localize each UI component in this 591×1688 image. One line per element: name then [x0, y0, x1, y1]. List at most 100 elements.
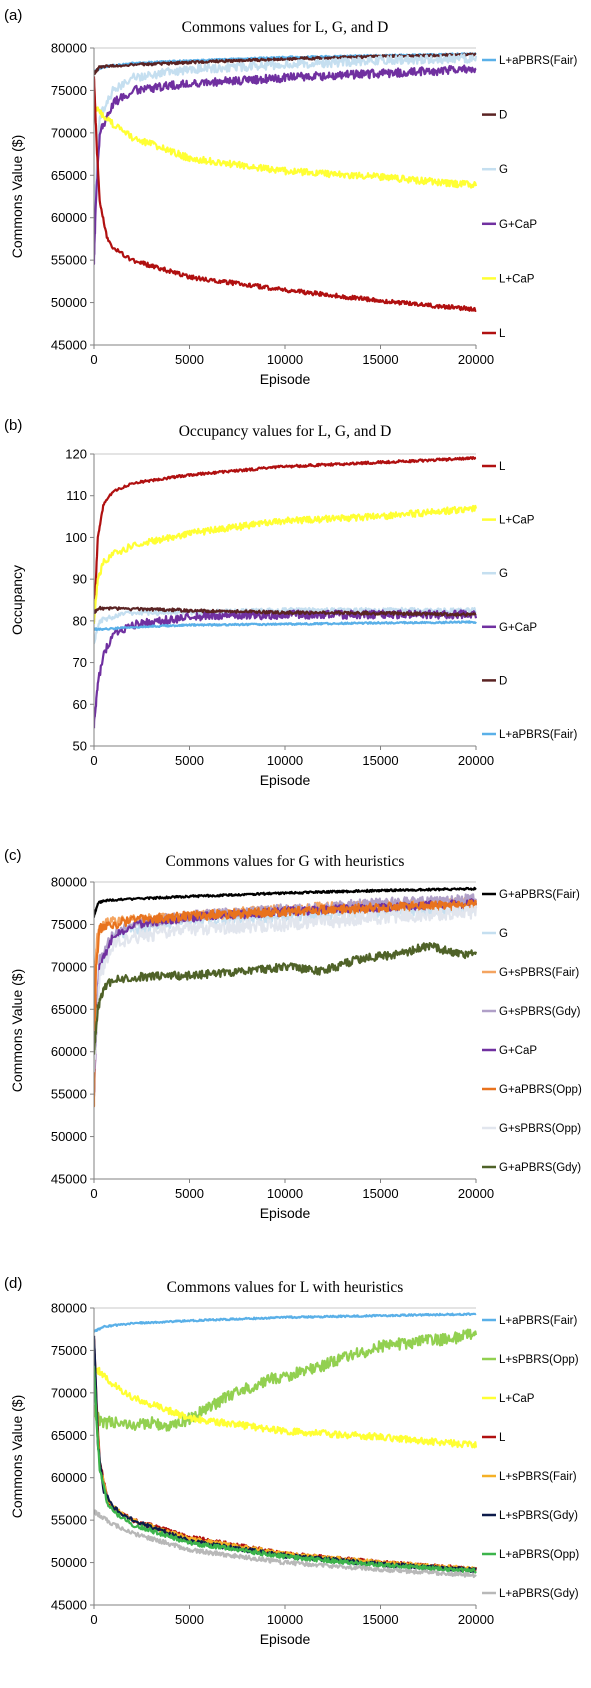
x-tick-label: 15000	[362, 1186, 398, 1201]
y-tick-label: 110	[66, 488, 87, 503]
legend: L+aPBRS(Fair) D G G+CaP L+CaP L	[482, 55, 577, 340]
legend-label-l-apbrs-fair: L+aPBRS(Fair)	[499, 729, 577, 741]
series-line-g-cap	[94, 64, 477, 265]
series-line-l-cap	[94, 103, 478, 189]
series-line-l	[94, 456, 477, 623]
x-tick-label: 0	[90, 753, 97, 768]
x-tick-label: 0	[90, 1186, 97, 1201]
legend: L+aPBRS(Fair) L+sPBRS(Opp) L+CaP L L+sPBRS(F…	[482, 1315, 579, 1600]
series-line-l-spbrs-opp	[94, 1328, 478, 1432]
x-axis-title: Episode	[260, 1205, 311, 1221]
legend-label-g: G	[499, 928, 508, 940]
y-tick-label: 50000	[51, 295, 87, 310]
series-line-l-cap	[94, 1364, 478, 1449]
legend-label-g: G	[499, 568, 508, 580]
y-tick-label: 65000	[51, 168, 87, 183]
legend-label-g-cap: G+CaP	[499, 219, 537, 231]
legend-label-g-spbrs-fair: G+sPBRS(Fair)	[499, 967, 579, 979]
y-axis-title: Commons Value ($)	[9, 135, 25, 258]
legend-label-l-apbrs-gdy: L+aPBRS(Gdy)	[499, 1588, 579, 1600]
y-tick-label: 45000	[51, 338, 87, 353]
panel-label: (c)	[4, 847, 22, 864]
legend-label-l-spbrs-fair: L+sPBRS(Fair)	[499, 1471, 577, 1483]
x-tick-label: 15000	[362, 753, 398, 768]
legend-label-l: L	[499, 328, 506, 340]
chart-panel-2: (b) Occupancy values for L, G, and D 50 60 7…	[4, 417, 577, 788]
x-tick-label: 10000	[267, 753, 303, 768]
series-group	[94, 52, 478, 312]
chart-panel-1: (a) Commons values for L, G, and D 45000 50…	[4, 7, 577, 387]
x-tick-label: 15000	[362, 352, 398, 367]
legend-label-g-spbrs-opp: G+sPBRS(Opp)	[499, 1123, 581, 1135]
series-line-g	[94, 53, 478, 221]
chart-panel-3: (c) Commons values for G with heuristics 4…	[4, 847, 582, 1221]
y-tick-label: 55000	[51, 1087, 87, 1102]
x-tick-label: 20000	[458, 1612, 494, 1627]
y-tick-label: 60	[73, 697, 87, 712]
y-tick-label: 55000	[51, 253, 87, 268]
x-axis-title: Episode	[260, 371, 311, 387]
series-line-g-cap	[94, 609, 478, 729]
series-line-l	[94, 76, 477, 312]
y-axis-title: Commons Value ($)	[9, 1395, 25, 1518]
x-tick-label: 0	[90, 1612, 97, 1627]
legend-label-g-apbrs-fair: G+aPBRS(Fair)	[499, 889, 580, 901]
x-axis-title: Episode	[260, 772, 311, 788]
legend-label-g: G	[499, 164, 508, 176]
legend-label-l-cap: L+CaP	[499, 1393, 535, 1405]
legend-label-l: L	[499, 461, 506, 473]
y-tick-label: 75000	[51, 83, 87, 98]
y-tick-label: 70000	[51, 1385, 87, 1400]
y-tick-label: 60000	[51, 210, 87, 225]
y-axis-title: Occupancy	[9, 565, 25, 635]
legend-label-d: D	[499, 110, 507, 122]
series-line-l-cap	[94, 504, 478, 625]
series-line-g-spbrs-opp	[94, 904, 478, 1073]
legend-label-g-cap: G+CaP	[499, 622, 537, 634]
panel-label: (b)	[4, 417, 22, 434]
x-tick-label: 10000	[267, 1186, 303, 1201]
y-tick-label: 80	[73, 613, 87, 628]
x-tick-label: 0	[90, 352, 97, 367]
series-line-d	[94, 52, 477, 76]
y-tick-label: 50000	[51, 1129, 87, 1144]
series-line-l	[94, 1336, 478, 1573]
chart-title: Commons values for G with heuristics	[166, 853, 405, 870]
series-group	[94, 886, 478, 1108]
legend-label-g-cap: G+CaP	[499, 1045, 537, 1057]
legend-label-l-spbrs-opp: L+sPBRS(Opp)	[499, 1354, 579, 1366]
series-line-l-apbrs-opp	[94, 1365, 477, 1574]
y-tick-label: 65000	[51, 1428, 87, 1443]
chart-title: Commons values for L, G, and D	[182, 19, 389, 36]
y-tick-label: 55000	[51, 1513, 87, 1528]
y-tick-label: 80000	[51, 1301, 87, 1316]
legend-label-l-apbrs-fair: L+aPBRS(Fair)	[499, 55, 577, 67]
legend-label-l-cap: L+CaP	[499, 515, 535, 527]
x-tick-label: 5000	[175, 753, 204, 768]
chart-panel-4: (d) Commons values for L with heuristics 4…	[4, 1275, 579, 1647]
legend-label-g-spbrs-gdy: G+sPBRS(Gdy)	[499, 1006, 581, 1018]
x-tick-label: 5000	[175, 352, 204, 367]
y-tick-label: 50	[73, 739, 87, 754]
series-line-g-apbrs-fair	[94, 886, 477, 918]
legend-label-l-apbrs-fair: L+aPBRS(Fair)	[499, 1315, 577, 1327]
y-tick-label: 65000	[51, 1002, 87, 1017]
chart-title: Commons values for L with heuristics	[167, 1279, 404, 1296]
y-tick-label: 50000	[51, 1555, 87, 1570]
legend-label-l-spbrs-gdy: L+sPBRS(Gdy)	[499, 1510, 578, 1522]
series-line-l-apbrs-fair	[94, 1312, 477, 1333]
series-line-g-apbrs-opp	[94, 899, 478, 1108]
legend-label-g-apbrs-gdy: G+aPBRS(Gdy)	[499, 1162, 581, 1174]
legend-label-l: L	[499, 1432, 506, 1444]
panel-label: (a)	[4, 7, 22, 24]
series-line-l-apbrs-fair	[94, 620, 477, 632]
panel-label: (d)	[4, 1275, 22, 1292]
x-tick-label: 20000	[458, 352, 494, 367]
y-tick-label: 120	[65, 447, 87, 462]
legend-label-l-cap: L+CaP	[499, 273, 535, 285]
series-line-l-apbrs-gdy	[94, 1509, 477, 1579]
series-group	[94, 456, 478, 729]
legend: G+aPBRS(Fair) G G+sPBRS(Fair) G+sPBRS(Gdy) G…	[482, 889, 582, 1174]
y-tick-label: 60000	[51, 1044, 87, 1059]
